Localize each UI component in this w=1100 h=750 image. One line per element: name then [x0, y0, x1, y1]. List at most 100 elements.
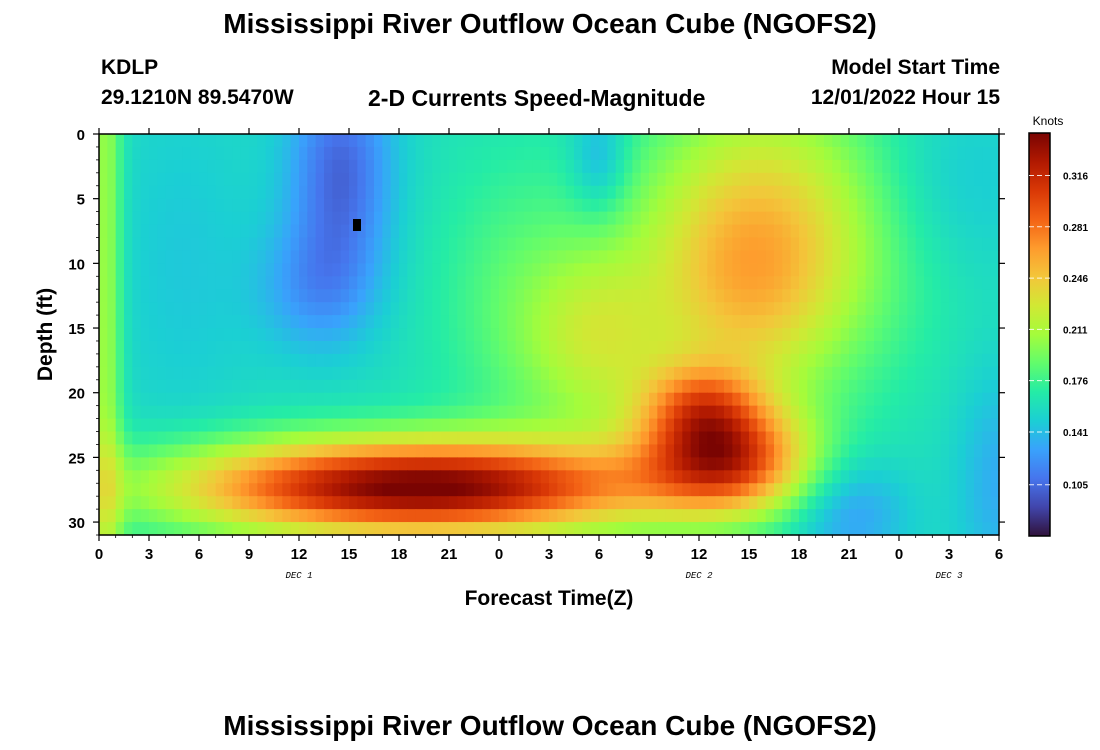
heatmap-cell [440, 250, 450, 264]
heatmap-cell [882, 431, 892, 446]
heatmap-cell [599, 470, 608, 484]
heatmap-cell [540, 302, 550, 316]
heatmap-cell [740, 237, 750, 252]
heatmap-cell [940, 353, 950, 368]
heatmap-cell [215, 172, 225, 187]
heatmap-cell [449, 340, 458, 355]
heatmap-cell [374, 457, 383, 471]
heatmap-cell [774, 418, 783, 433]
heatmap-cell [699, 509, 708, 523]
heatmap-cell [532, 146, 542, 161]
heatmap-cell [282, 237, 292, 252]
heatmap-cell [632, 405, 642, 420]
heatmap-cell [274, 315, 283, 329]
heatmap-cell [182, 289, 192, 303]
heatmap-cell [257, 237, 267, 252]
heatmap-cell [215, 237, 225, 252]
heatmap-cell [707, 289, 717, 303]
heatmap-cell [357, 146, 367, 161]
heatmap-cell [807, 172, 817, 187]
heatmap-cell [274, 522, 283, 536]
heatmap-cell [924, 457, 933, 471]
heatmap-cell [765, 340, 775, 355]
heatmap-cell [432, 366, 442, 381]
heatmap-cell [415, 405, 425, 420]
heatmap-cell [882, 353, 892, 368]
heatmap-cell [815, 315, 825, 329]
heatmap-cell [524, 302, 533, 316]
heatmap-cell [132, 211, 142, 226]
heatmap-cell [640, 302, 650, 316]
heatmap-cell [940, 457, 950, 471]
heatmap-cell [574, 353, 583, 368]
heatmap-cell [399, 315, 408, 329]
heatmap-cell [899, 134, 908, 148]
heatmap-cell [382, 340, 392, 355]
heatmap-cell [815, 353, 825, 368]
heatmap-cell [565, 146, 575, 161]
heatmap-cell [190, 237, 200, 252]
heatmap-cell [732, 198, 742, 213]
heatmap-cell [865, 315, 875, 329]
heatmap-cell [924, 172, 933, 187]
heatmap-cell [232, 198, 242, 213]
heatmap-cell [165, 353, 175, 368]
heatmap-cell [615, 159, 625, 174]
heatmap-cell [774, 302, 783, 316]
heatmap-cell [524, 470, 533, 484]
heatmap-cell [707, 340, 717, 355]
heatmap-cell [357, 276, 367, 290]
heatmap-cell [482, 328, 492, 342]
heatmap-cell [982, 392, 992, 407]
heatmap-cell [199, 159, 208, 174]
heatmap-cell [707, 405, 717, 420]
heatmap-cell [524, 250, 533, 264]
heatmap-cell [682, 366, 692, 381]
heatmap-cell [882, 470, 892, 484]
heatmap-cell [132, 172, 142, 187]
heatmap-cell [290, 224, 300, 239]
heatmap-cell [157, 522, 167, 536]
heatmap-cell [882, 340, 892, 355]
x-tick-label: 0 [495, 546, 503, 563]
heatmap-cell [949, 198, 958, 213]
heatmap-cell [615, 496, 625, 510]
x-tick-label: 6 [595, 546, 603, 563]
heatmap-cell [832, 366, 842, 381]
heatmap-cell [399, 431, 408, 446]
heatmap-cell [615, 483, 625, 497]
heatmap-cell [540, 146, 550, 161]
heatmap-cell [324, 328, 333, 342]
heatmap-cell [882, 159, 892, 174]
heatmap-cell [699, 405, 708, 420]
heatmap-cell [390, 405, 400, 420]
heatmap-cell [607, 392, 617, 407]
heatmap-cell [182, 211, 192, 226]
heatmap-cell [824, 509, 833, 523]
heatmap-cell [365, 340, 375, 355]
heatmap-cell [532, 315, 542, 329]
heatmap-cell [207, 198, 217, 213]
heatmap-cell [782, 418, 792, 433]
heatmap-cell [640, 289, 650, 303]
heatmap-cell [774, 496, 783, 510]
heatmap-cell [357, 392, 367, 407]
heatmap-cell [424, 315, 433, 329]
heatmap-cell [590, 353, 600, 368]
heatmap-cell [324, 379, 333, 394]
heatmap-cell [449, 392, 458, 407]
heatmap-cell [690, 418, 700, 433]
heatmap-cell [982, 496, 992, 510]
heatmap-cell [824, 224, 833, 239]
heatmap-cell [765, 496, 775, 510]
heatmap-cell [457, 263, 467, 277]
heatmap-cell [849, 418, 858, 433]
heatmap-cell [740, 405, 750, 420]
heatmap-cell [490, 276, 500, 290]
heatmap-cell [407, 483, 417, 497]
heatmap-cell [415, 379, 425, 394]
heatmap-cell [390, 185, 400, 200]
heatmap-cell [340, 379, 350, 394]
heatmap-cell [215, 289, 225, 303]
